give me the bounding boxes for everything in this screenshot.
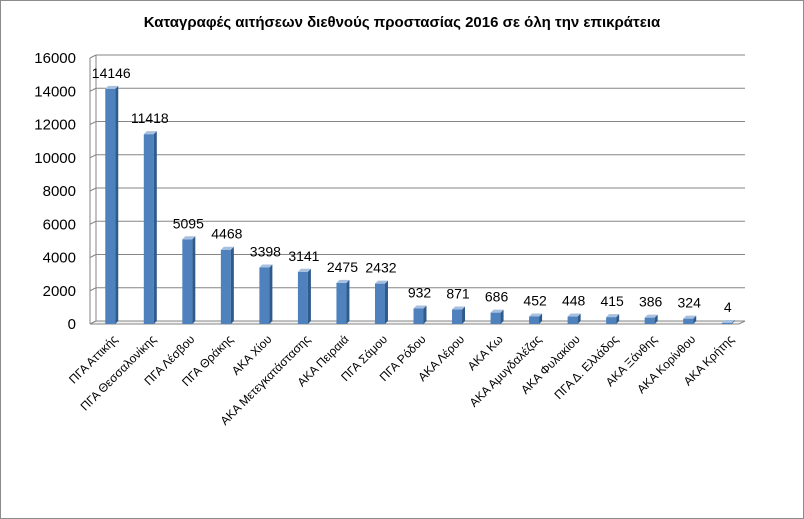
bar-top — [452, 306, 466, 310]
data-label: 5095 — [173, 215, 204, 231]
gridline-depth — [89, 187, 97, 192]
bar-side — [577, 313, 581, 324]
bar — [259, 267, 270, 324]
bar-top — [567, 313, 581, 317]
data-label: 871 — [446, 286, 470, 302]
bar — [529, 316, 540, 324]
bar — [644, 317, 655, 324]
bar-side — [384, 280, 388, 324]
bar-top — [490, 309, 504, 313]
bar-top — [529, 313, 543, 317]
bar-side — [731, 320, 735, 324]
data-label: 386 — [639, 294, 663, 310]
data-label: 324 — [678, 295, 702, 311]
bar — [683, 318, 694, 324]
data-label: 3398 — [250, 244, 281, 260]
y-tick-label: 14000 — [34, 83, 76, 100]
bar-side — [115, 85, 119, 324]
bar-side — [153, 131, 157, 324]
y-tick-label: 6000 — [43, 216, 76, 233]
bar — [606, 317, 617, 324]
data-label: 4 — [724, 299, 732, 315]
bar-top — [413, 305, 427, 309]
bar — [721, 323, 732, 324]
data-label: 686 — [485, 289, 509, 305]
gridline-depth — [89, 87, 97, 92]
bar-side — [269, 264, 273, 324]
bar-top — [336, 279, 350, 283]
x-tick-label: ΑΚΑ Αμυγδαλέζας — [467, 332, 545, 410]
bar-top — [683, 315, 697, 319]
data-label: 452 — [523, 292, 547, 308]
bar-top — [606, 314, 620, 318]
bar — [452, 309, 463, 324]
gridline-depth — [89, 254, 97, 258]
bar — [336, 282, 347, 324]
data-label: 4468 — [211, 226, 242, 242]
y-tick-label: 16000 — [34, 50, 76, 67]
gridline-depth — [89, 287, 97, 292]
bar — [567, 316, 578, 324]
data-label: 2475 — [327, 259, 358, 275]
bar-top — [182, 236, 196, 240]
data-label: 415 — [600, 293, 624, 309]
y-tick-label: 10000 — [34, 150, 76, 167]
gridline-depth — [89, 154, 97, 159]
bar-side — [654, 314, 658, 324]
bar — [413, 308, 424, 324]
bar — [374, 283, 385, 324]
bar-side — [616, 314, 620, 324]
data-label: 3141 — [288, 248, 319, 264]
bar-top — [259, 264, 273, 268]
y-tick-label: 12000 — [34, 117, 76, 134]
bar-side — [346, 279, 350, 324]
bar — [490, 312, 501, 324]
gridline-depth — [89, 220, 97, 225]
y-tick-label: 0 — [68, 316, 76, 333]
data-label: 2432 — [365, 260, 396, 276]
bar-top — [721, 320, 735, 323]
bar-top — [297, 268, 311, 272]
bar-top — [143, 131, 157, 135]
bar-side — [539, 313, 543, 324]
bar-side — [462, 306, 466, 324]
data-label: 932 — [408, 285, 432, 301]
bar-side — [307, 268, 311, 324]
bar-side — [423, 305, 427, 324]
bar — [297, 271, 308, 324]
gridline-depth — [89, 54, 97, 59]
bar — [182, 239, 193, 324]
bar-side — [693, 315, 697, 324]
bar-top — [644, 314, 658, 318]
y-tick-label: 8000 — [43, 183, 76, 200]
bar-top — [105, 85, 119, 89]
y-tick-label: 2000 — [43, 283, 76, 300]
chart-title: Καταγραφές αιτήσεων διεθνούς προστασίας … — [143, 14, 661, 31]
y-tick-label: 4000 — [43, 250, 76, 267]
data-label: 14146 — [92, 65, 131, 81]
bar — [143, 134, 154, 324]
bar-side — [192, 236, 196, 324]
bar-side — [230, 246, 234, 324]
gridline-depth — [89, 121, 97, 125]
bar-top — [220, 246, 234, 250]
bar-top — [374, 280, 388, 284]
bar — [105, 88, 116, 324]
bar-side — [500, 309, 504, 324]
data-label: 448 — [562, 293, 586, 309]
bar — [220, 249, 231, 324]
data-label: 11418 — [131, 110, 169, 126]
